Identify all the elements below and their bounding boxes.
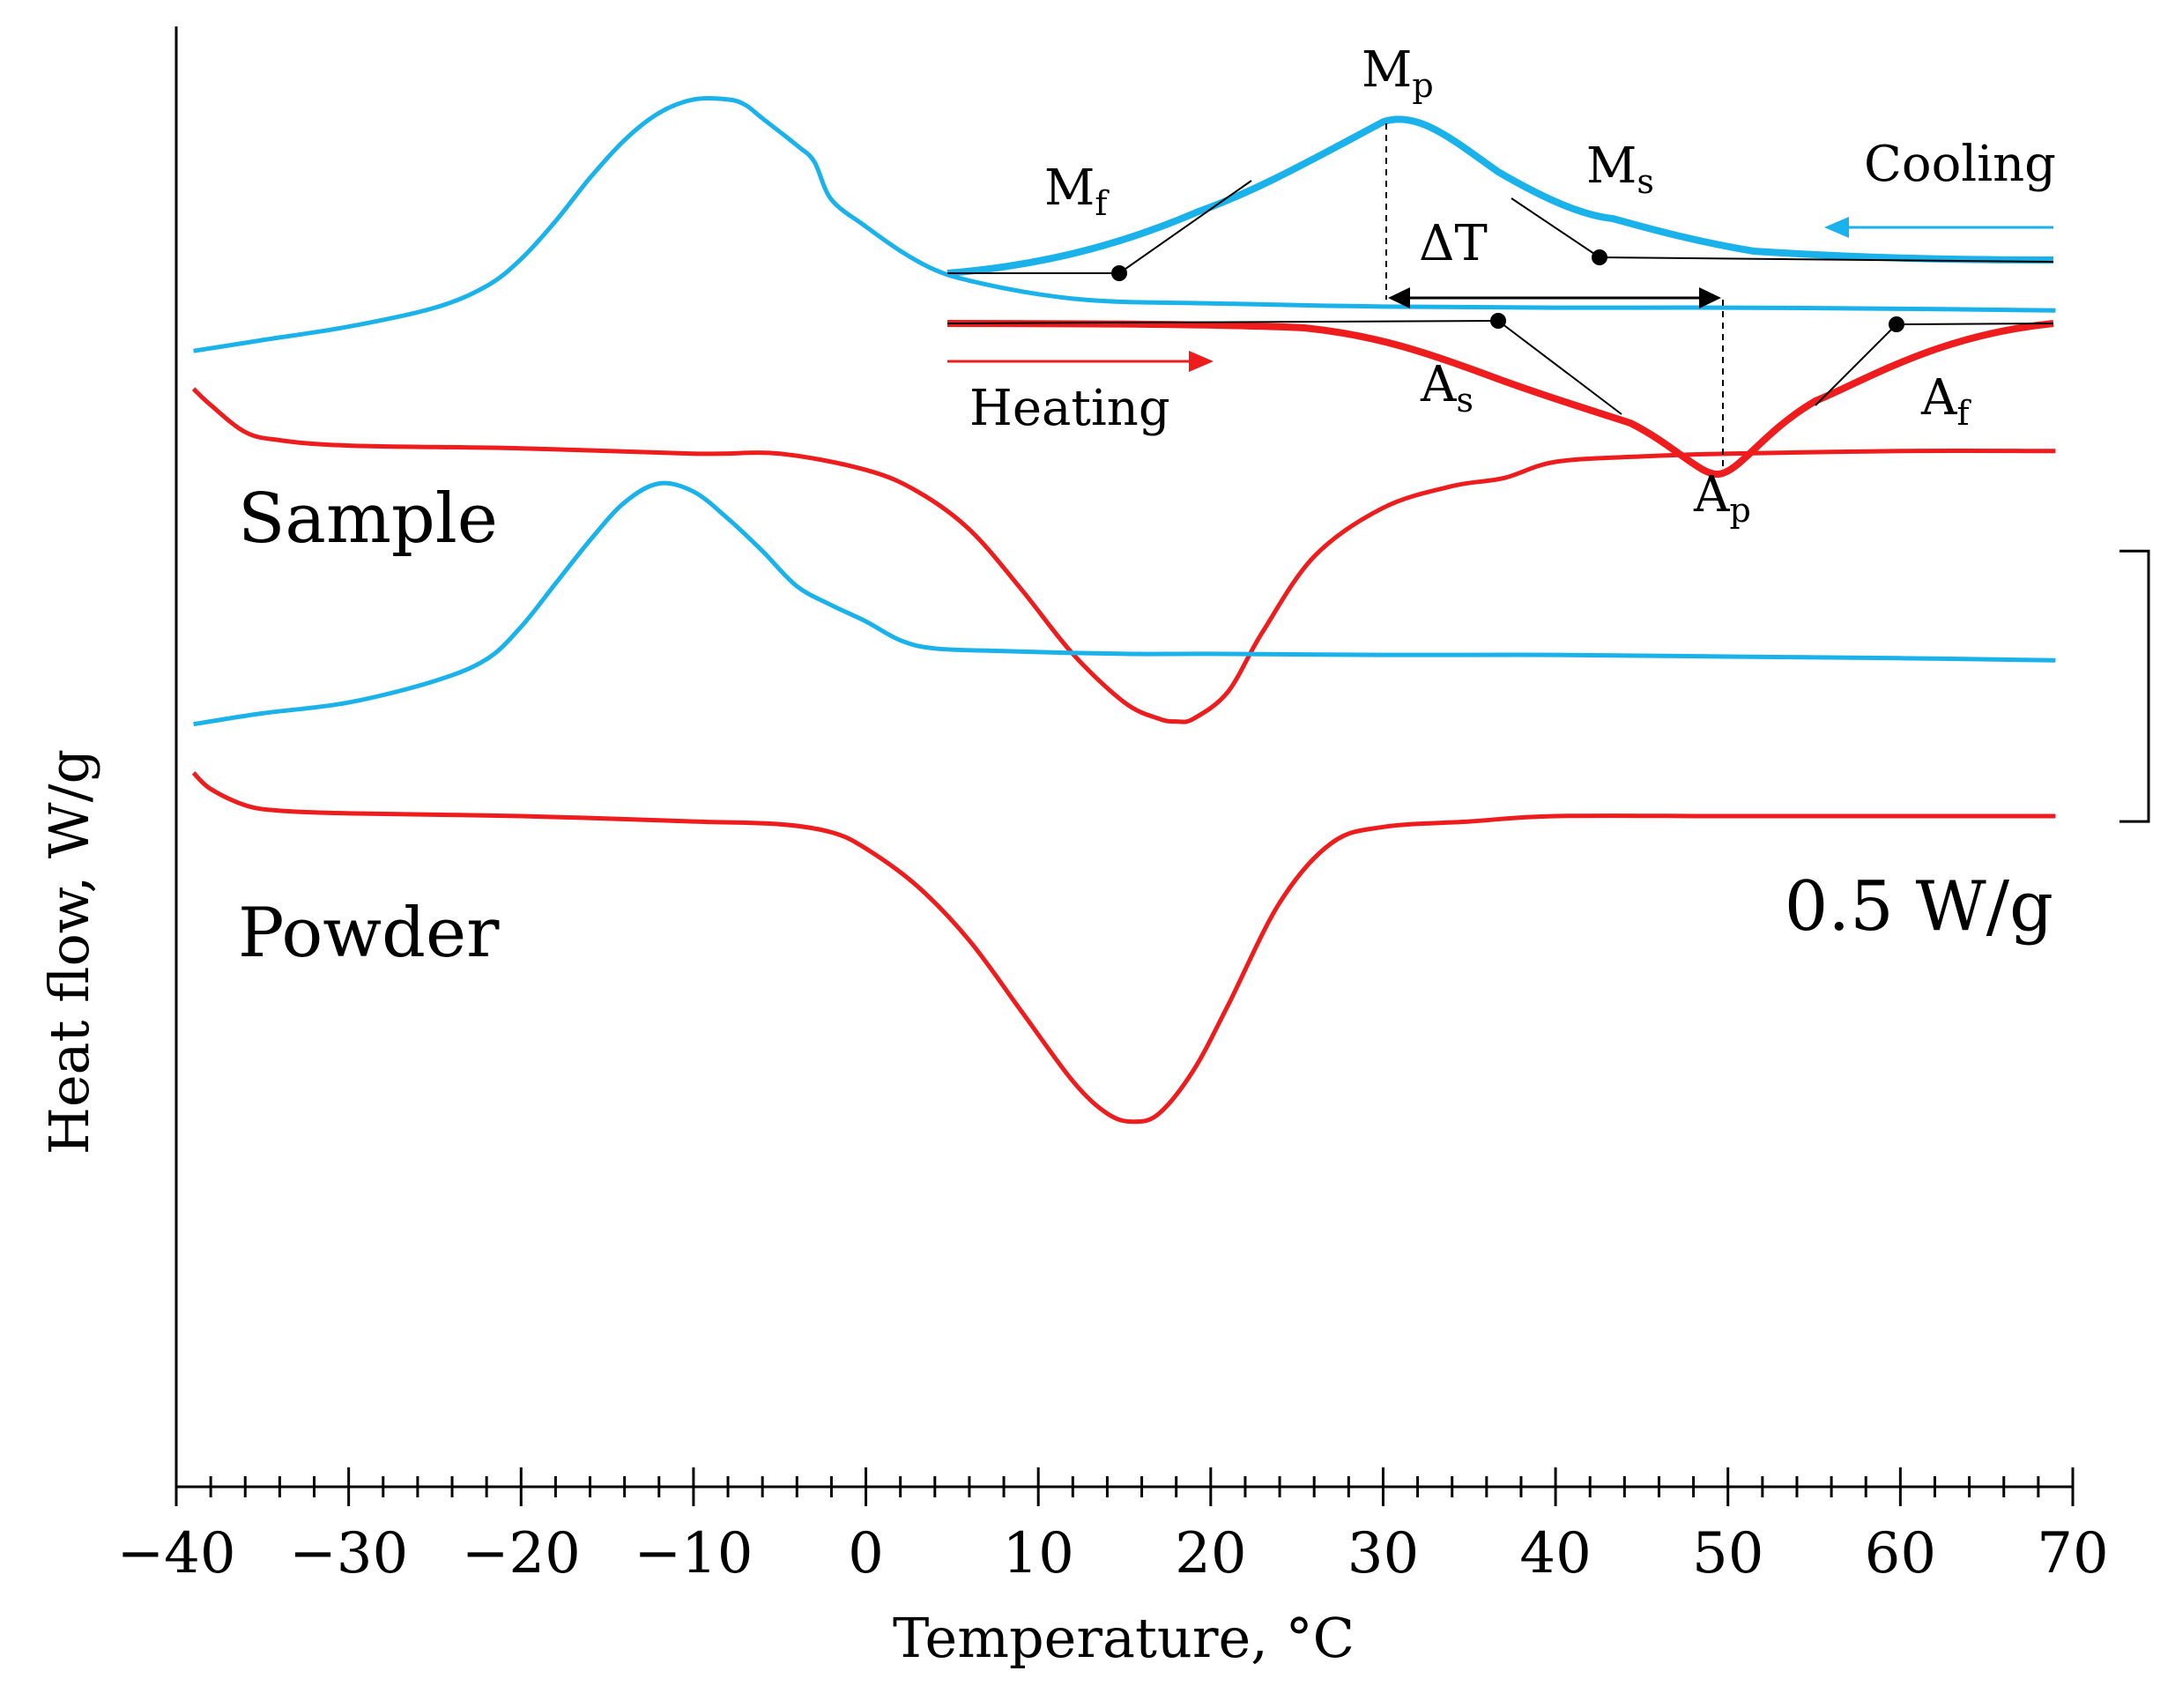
cooling-arrow-head: [1824, 217, 1849, 238]
af-point: [1889, 316, 1904, 332]
mf-point: [1111, 265, 1127, 281]
x-tick-label: 50: [1692, 1521, 1763, 1586]
delta-t-label: ΔT: [1419, 215, 1488, 272]
af-baseline: [1896, 323, 2054, 325]
x-tick-label: −40: [116, 1521, 235, 1586]
scale-bar: 0.5 W/g: [1785, 549, 2150, 947]
x-tick-label: −10: [634, 1521, 753, 1586]
x-ticks: −40 −30 −20 −10 0 10 20 30 40 50 60 70: [116, 1467, 2109, 1586]
sample-curve-label: Sample: [238, 479, 498, 559]
heating-arrow-head: [1189, 351, 1214, 372]
series-line-sample-cooling: [193, 95, 2056, 353]
curves-layer: [191, 95, 2056, 1125]
series-line-powder-cooling: [193, 480, 2056, 727]
x-tick-label: 70: [2037, 1521, 2108, 1586]
mf-label: Mf: [1044, 160, 1110, 223]
scale-bar-bracket: [2119, 549, 2150, 823]
transformation-schematic-inset: ΔT Cooling Heating Mp Mf Ms As Af Ap: [946, 41, 2056, 530]
schematic-heating-curve: [946, 320, 2054, 479]
x-tick-label: 20: [1175, 1521, 1246, 1586]
scale-bar-label: 0.5 W/g: [1785, 867, 2053, 947]
ms-label: Ms: [1586, 137, 1654, 201]
as-baseline: [946, 320, 1499, 324]
cooling-label: Cooling: [1864, 136, 2056, 193]
delta-t-arrow-right: [1699, 287, 1721, 308]
x-axis-title: Temperature, °C: [893, 1606, 1355, 1670]
delta-t-arrow-left: [1388, 287, 1410, 308]
heating-label: Heating: [969, 380, 1170, 437]
x-tick-label: 60: [1865, 1521, 1936, 1586]
powder-curve-label: Powder: [238, 894, 500, 973]
ms-tangent: [1511, 197, 1600, 258]
x-tick-label: 0: [848, 1521, 884, 1586]
x-tick-label: −30: [289, 1521, 408, 1586]
mf-tangent: [1118, 180, 1252, 274]
ms-baseline: [1599, 256, 2054, 263]
x-tick-label: 10: [1002, 1521, 1073, 1586]
series-line-powder-heating: [191, 771, 2056, 1125]
y-axis-title: Heat flow, W/g: [37, 749, 101, 1155]
af-label: Af: [1920, 369, 1971, 433]
mp-label: Mp: [1362, 41, 1434, 105]
as-tangent: [1497, 320, 1622, 415]
x-tick-label: 40: [1519, 1521, 1591, 1586]
x-tick-label: 30: [1347, 1521, 1419, 1586]
ms-point: [1592, 249, 1607, 265]
af-tangent: [1815, 323, 1897, 406]
schematic-cooling-curve: [946, 115, 2054, 277]
x-tick-label: −20: [462, 1521, 581, 1586]
as-point: [1490, 313, 1506, 329]
ap-label: Ap: [1693, 466, 1751, 530]
as-label: As: [1420, 356, 1474, 420]
series-line-sample-heating: [191, 387, 2056, 724]
